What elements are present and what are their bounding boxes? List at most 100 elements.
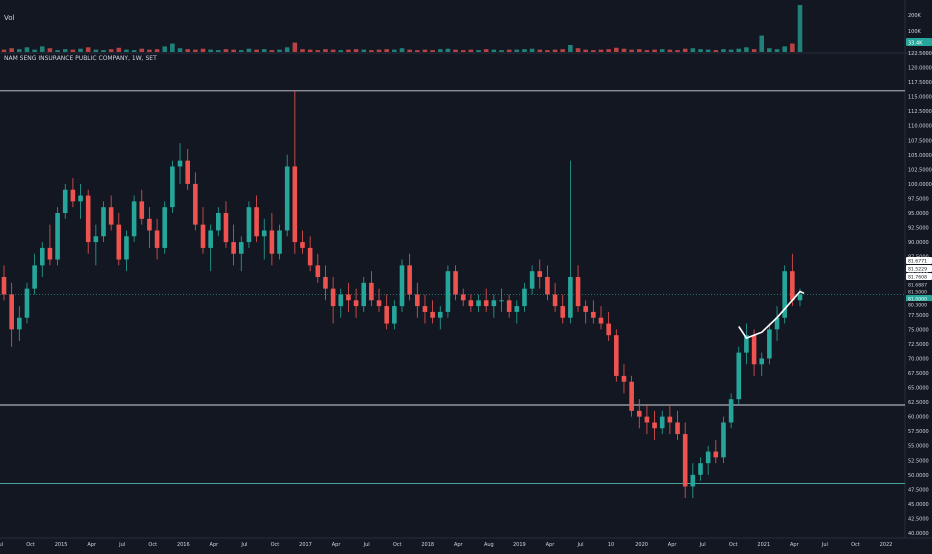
candle-body <box>552 294 558 307</box>
candle-body <box>522 288 527 307</box>
volume-bar <box>147 49 152 52</box>
volume-bar <box>9 48 14 52</box>
time-axis-label: Oct <box>393 542 402 548</box>
candle-body <box>1 277 7 295</box>
volume-bar <box>246 48 252 52</box>
candle-body <box>269 230 275 254</box>
volume-bar <box>177 48 183 52</box>
candle-body <box>652 422 657 429</box>
volume-bar <box>744 47 749 52</box>
time-axis-label: Jul <box>0 542 3 548</box>
volume-bar <box>422 49 428 52</box>
grid-layer <box>0 0 932 539</box>
volume-bar <box>514 49 520 52</box>
volume-bar <box>736 48 742 52</box>
price-tag-label: 80.3000 <box>908 303 927 309</box>
volume-bar <box>774 49 780 52</box>
volume-bar <box>131 50 137 52</box>
volume-last-tag: 33.4K <box>908 41 923 47</box>
volume-bar <box>782 46 787 52</box>
volume-bar <box>47 48 53 52</box>
candle-body <box>736 352 742 400</box>
price-tag-bg <box>906 273 932 280</box>
price-axis-tick-label: 92.5000 <box>908 226 929 232</box>
price-tag-bg <box>906 301 932 308</box>
volume-bar <box>529 48 535 52</box>
price-axis-tick-label: 90.0000 <box>908 240 929 246</box>
price-axis-tick-label: 112.5000 <box>908 109 932 115</box>
volume-bar <box>208 49 213 52</box>
candle-body <box>621 375 627 382</box>
volume-bar <box>193 49 198 52</box>
volume-bar <box>93 49 99 52</box>
volume-axis-tick-label: 100K <box>908 29 922 35</box>
candle-body <box>24 288 30 318</box>
price-axis-tick-label: 70.0000 <box>908 356 929 362</box>
volume-bar <box>338 50 344 52</box>
candle-body <box>70 189 76 202</box>
time-axis-label: 2016 <box>177 542 190 548</box>
price-axis-tick-label: 62.5000 <box>908 400 929 406</box>
candle-body <box>162 207 168 248</box>
time-axis-label: Jul <box>699 542 706 548</box>
volume-bar <box>751 49 757 52</box>
volume-last-tag-bg <box>906 38 932 46</box>
volume-bar <box>682 48 688 52</box>
price-axis-tick-label: 95.0000 <box>908 211 929 217</box>
time-axis-label: Oct <box>729 542 738 548</box>
volume-bar <box>598 49 604 52</box>
candle-body <box>545 277 550 295</box>
time-axis-label: 2019 <box>513 542 526 548</box>
candle-body <box>690 474 696 487</box>
volume-pane-label: Vol <box>4 14 15 22</box>
candle-body <box>614 335 619 376</box>
candle-body <box>499 300 504 302</box>
candle-body <box>721 422 726 458</box>
candle-body <box>62 189 68 213</box>
volume-bar <box>506 49 512 52</box>
volume-bar <box>690 48 696 52</box>
volume-bar <box>483 49 489 52</box>
price-tag-bg <box>906 265 932 272</box>
candle-body <box>231 242 236 254</box>
volume-bar <box>85 47 91 52</box>
price-tag-label: 81.5229 <box>908 267 927 273</box>
volume-bar <box>101 50 106 52</box>
drawn-annotation-curve <box>738 290 805 339</box>
time-axis-label: Jul <box>363 542 370 548</box>
volume-bar <box>759 35 765 52</box>
volume-bar <box>154 49 160 52</box>
candle-body <box>307 247 313 266</box>
candle-body <box>193 183 198 225</box>
candle-body <box>47 247 53 260</box>
time-axis-label: 2022 <box>880 542 893 548</box>
price-axis-tick-label: 52.5000 <box>908 458 929 464</box>
volume-bar <box>437 49 443 52</box>
candle-body <box>575 277 581 307</box>
time-axis-label: Jul <box>240 542 247 548</box>
price-tag-bg <box>906 281 932 288</box>
horizontal-levels <box>0 90 905 484</box>
volume-bar <box>728 49 734 52</box>
volume-bar <box>292 42 298 52</box>
price-axis-tick-label: 75.0000 <box>908 327 929 333</box>
candle-body <box>659 416 665 429</box>
candle-body <box>537 271 543 277</box>
volume-bar <box>522 49 527 52</box>
time-axis-label: Apr <box>546 542 556 548</box>
volume-bar <box>223 49 229 52</box>
volume-bar <box>675 50 680 52</box>
candle-body <box>698 463 703 475</box>
candle-body <box>261 230 267 237</box>
candle-body <box>170 166 175 208</box>
price-tag-bg <box>906 295 932 302</box>
volume-bar <box>545 50 550 52</box>
candle-body <box>376 300 382 307</box>
candle-body <box>39 247 45 266</box>
candle-body <box>284 166 290 231</box>
candle-body <box>9 294 14 330</box>
price-tag-label: 81.0000 <box>908 297 927 303</box>
volume-bar <box>537 49 543 52</box>
volume-bar <box>1 49 7 52</box>
